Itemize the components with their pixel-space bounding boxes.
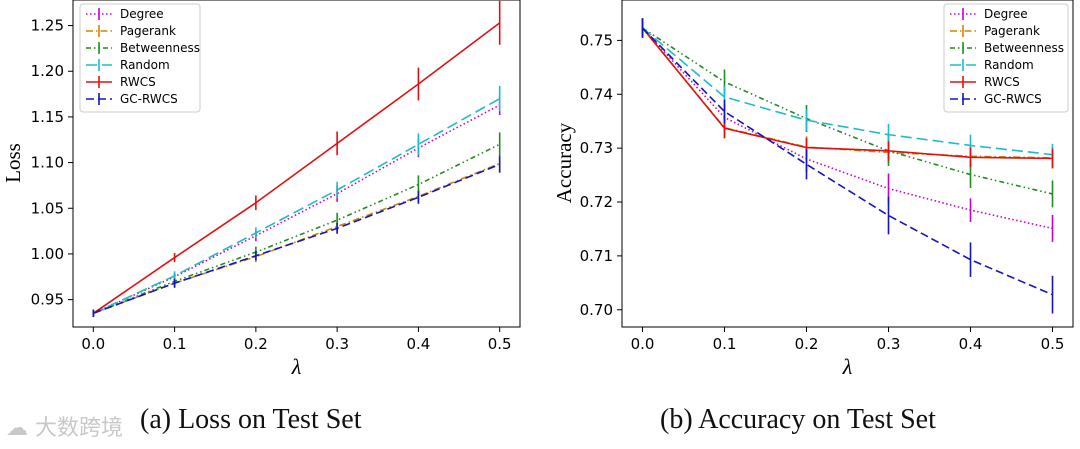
- legend-box: [79, 3, 201, 113]
- y-tick-label: 0.71: [580, 247, 613, 265]
- plot-frame: [621, 0, 1074, 328]
- x-axis-label: λ: [842, 354, 853, 379]
- y-tick-label: 1.25: [31, 17, 64, 35]
- watermark-logo-icon: ☁: [6, 416, 28, 441]
- legend-label-gc-rwcs: GC-RWCS: [120, 92, 178, 106]
- plot-frame: [72, 0, 521, 328]
- legend-label-gc-rwcs: GC-RWCS: [984, 92, 1042, 106]
- x-tick-label: 0.1: [163, 335, 187, 353]
- series-line-degree: [641, 27, 1053, 230]
- y-axis-label: Loss: [1, 143, 25, 183]
- series-line-betweenness: [642, 27, 1053, 195]
- x-axis-label: λ: [291, 354, 302, 379]
- x-tick-label: 0.0: [81, 335, 105, 353]
- y-axis-label: Accuracy: [552, 122, 576, 203]
- series-rwcs: [92, 0, 501, 317]
- y-tick-label: 0.73: [580, 139, 613, 157]
- series-line-gc-rwcs: [641, 27, 1053, 296]
- legend-label-rwcs: RWCS: [120, 75, 156, 89]
- series-line-rwcs: [641, 27, 1053, 160]
- x-tick-label: 0.4: [406, 335, 430, 353]
- y-tick-label: 1.00: [31, 245, 64, 263]
- legend-label-pagerank: Pagerank: [120, 24, 176, 38]
- x-tick-label: 0.1: [713, 335, 737, 353]
- series-line-degree: [92, 104, 501, 315]
- series-betweenness: [92, 132, 501, 317]
- legend-label-rwcs: RWCS: [984, 75, 1020, 89]
- y-tick-label: 1.15: [31, 108, 64, 126]
- legend-label-pagerank: Pagerank: [984, 24, 1040, 38]
- y-tick-label: 1.20: [31, 62, 64, 80]
- y-tick-label: 0.70: [580, 301, 613, 319]
- x-tick-label: 0.3: [325, 335, 349, 353]
- caption-loss: (a) Loss on Test Set: [140, 404, 362, 435]
- caption-accuracy: (b) Accuracy on Test Set: [660, 404, 936, 435]
- x-tick-label: 0.5: [488, 335, 512, 353]
- x-tick-label: 0.4: [959, 335, 983, 353]
- legend-label-degree: Degree: [984, 7, 1028, 21]
- series-line-random: [641, 27, 1053, 156]
- legend: Degree Pagerank Betweenness Random RWCS GC-RW…: [943, 3, 1069, 113]
- series-gc-rwcs: [92, 156, 501, 317]
- chart-panel-loss: 0.0 0.1 0.2 0.3 0.4 0.5 0.95 1.00 1.05 1.10 1.15 1.…: [1, 0, 521, 379]
- y-tick-label: 1.05: [31, 199, 64, 217]
- y-tick-label: 1.10: [31, 154, 64, 172]
- series-rwcs: [641, 18, 1054, 169]
- x-tick-label: 0.0: [631, 335, 655, 353]
- series-random: [92, 85, 501, 317]
- series-line-rwcs: [92, 22, 501, 314]
- watermark-text: 大数跨境: [35, 416, 124, 441]
- y-tick-label: 0.75: [580, 31, 613, 49]
- y-tick-label: 0.95: [31, 291, 64, 309]
- series-gc-rwcs: [641, 18, 1054, 314]
- legend-label-random: Random: [120, 58, 170, 72]
- x-tick-label: 0.5: [1041, 335, 1065, 353]
- legend-label-betweenness: Betweenness: [984, 41, 1064, 55]
- watermark: ☁ 大数跨境: [6, 410, 123, 442]
- chart-panel-accuracy: 0.0 0.1 0.2 0.3 0.4 0.5 0.70 0.71 0.72 0.73 0.74 0.…: [552, 0, 1074, 379]
- y-tick-label: 0.74: [580, 85, 613, 103]
- legend-label-degree: Degree: [120, 7, 164, 21]
- legend: Degree Pagerank Betweenness Random RWCS GC-RW…: [79, 3, 201, 113]
- y-tick-label: 0.72: [580, 193, 613, 211]
- x-tick-label: 0.2: [795, 335, 819, 353]
- series-line-random: [92, 97, 501, 315]
- x-tick-label: 0.3: [877, 335, 901, 353]
- series-line-betweenness: [93, 143, 501, 315]
- series-line-gc-rwcs: [93, 163, 500, 315]
- x-tick-label: 0.2: [244, 335, 268, 353]
- series-degree: [92, 94, 501, 317]
- legend-label-betweenness: Betweenness: [120, 41, 200, 55]
- legend-label-random: Random: [984, 58, 1034, 72]
